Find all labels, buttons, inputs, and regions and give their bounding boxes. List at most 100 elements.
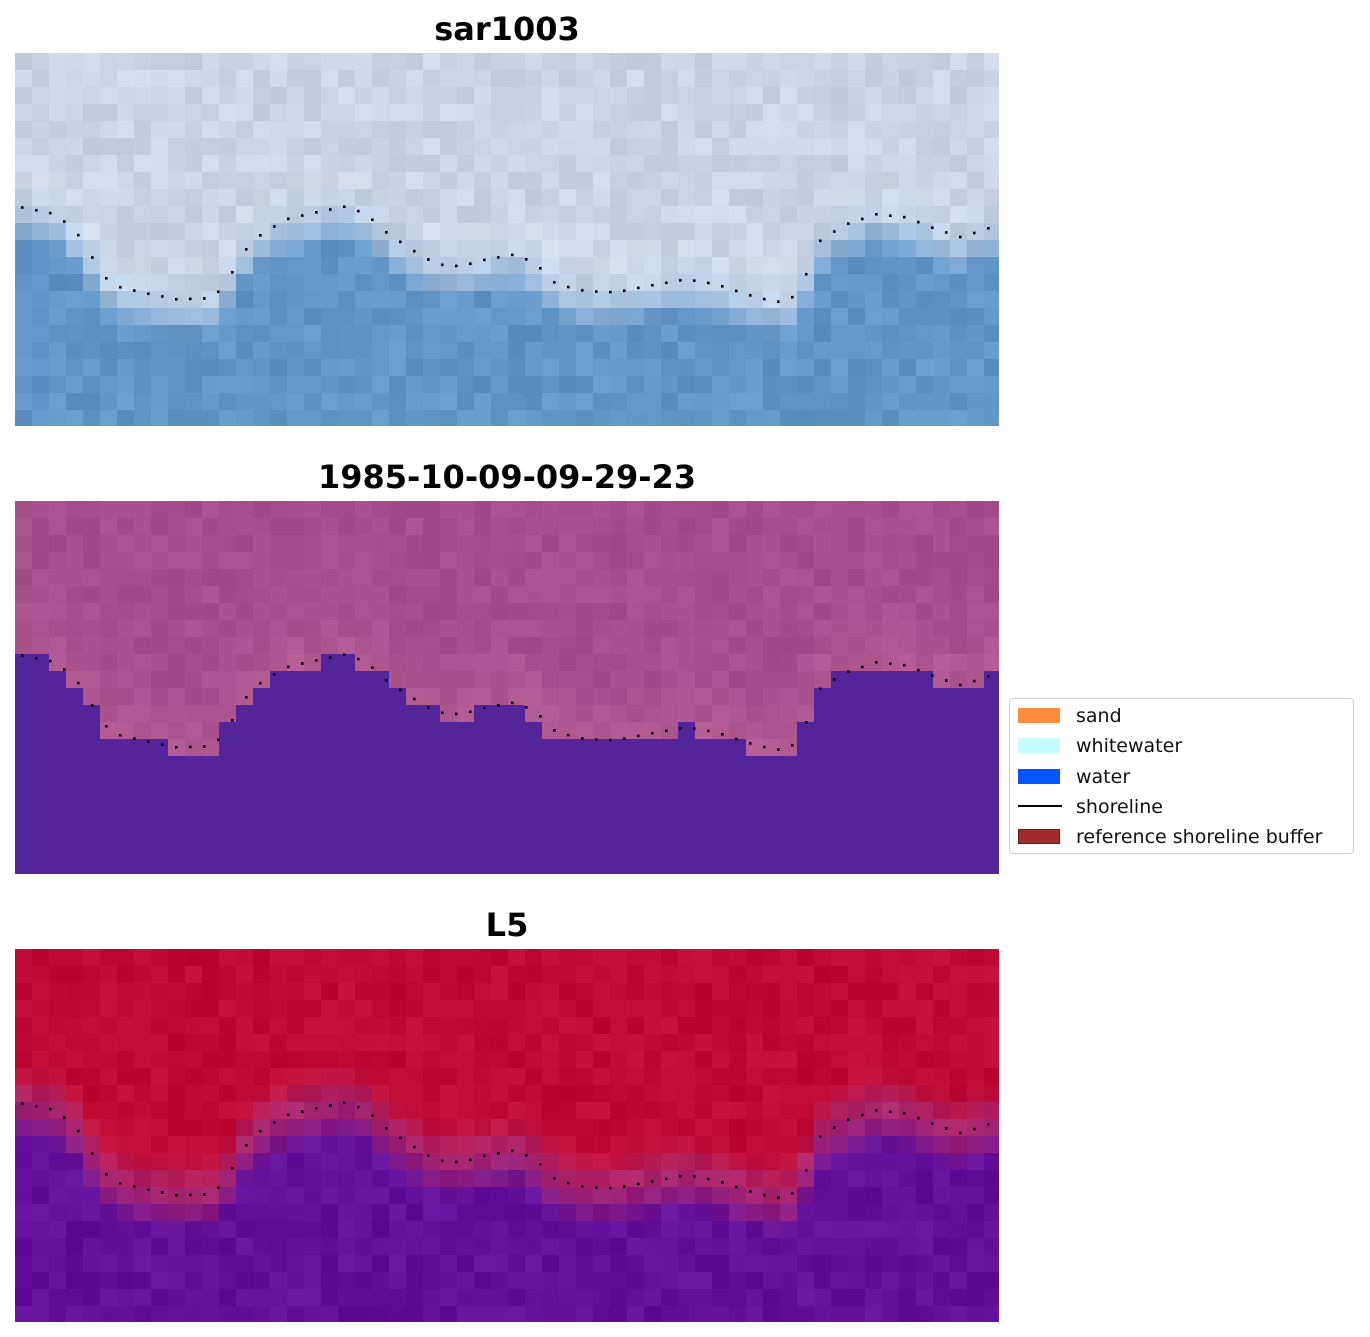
raster-pixel (15, 1255, 33, 1273)
shoreline-point (791, 743, 794, 747)
raster-pixel (49, 291, 67, 309)
raster-pixel (627, 1017, 645, 1035)
raster-pixel (933, 138, 951, 156)
raster-pixel (746, 1000, 764, 1018)
raster-pixel (440, 1000, 458, 1018)
raster-pixel (746, 824, 764, 842)
raster-pixel (15, 376, 33, 394)
raster-pixel (712, 138, 730, 156)
raster-pixel (423, 393, 441, 411)
raster-pixel (185, 393, 203, 411)
raster-pixel (950, 1051, 968, 1069)
raster-pixel (83, 637, 101, 655)
raster-pixel (287, 535, 305, 553)
shoreline-point (987, 1123, 990, 1126)
raster-pixel (287, 501, 305, 519)
raster-pixel (916, 790, 934, 808)
raster-pixel (219, 87, 237, 105)
raster-pixel (525, 1153, 543, 1171)
raster-pixel (576, 308, 594, 326)
raster-pixel (831, 518, 849, 536)
raster-pixel (134, 87, 152, 105)
raster-pixel (576, 206, 594, 224)
raster-pixel (202, 1272, 220, 1290)
raster-pixel (134, 858, 152, 874)
raster-pixel (15, 688, 33, 706)
raster-pixel (304, 637, 322, 655)
raster-pixel (287, 53, 305, 71)
raster-pixel (576, 1068, 594, 1086)
raster-pixel (831, 671, 849, 689)
raster-pixel (49, 586, 67, 604)
raster-pixel (882, 1187, 900, 1205)
raster-pixel (882, 773, 900, 791)
raster-pixel (270, 1119, 288, 1137)
raster-pixel (117, 1221, 135, 1239)
raster-pixel (950, 1034, 968, 1052)
raster-pixel (576, 189, 594, 207)
raster-pixel (270, 620, 288, 638)
raster-pixel (440, 240, 458, 258)
raster-pixel (644, 756, 662, 774)
raster-pixel (151, 756, 169, 774)
raster-pixel (491, 291, 509, 309)
raster-pixel (457, 1221, 475, 1239)
shoreline-point (553, 281, 556, 284)
raster-pixel (780, 858, 798, 874)
raster-pixel (32, 393, 50, 411)
raster-pixel (389, 1221, 407, 1239)
raster-pixel (882, 53, 900, 71)
raster-pixel (202, 223, 220, 241)
raster-pixel (406, 308, 424, 326)
raster-pixel (236, 790, 254, 808)
raster-pixel (100, 359, 118, 377)
raster-pixel (202, 1204, 220, 1222)
raster-pixel (202, 603, 220, 621)
raster-pixel (321, 172, 339, 190)
raster-pixel (15, 841, 33, 859)
raster-pixel (440, 620, 458, 638)
raster-pixel (117, 1136, 135, 1154)
shoreline-point (861, 1113, 864, 1117)
raster-pixel (457, 223, 475, 241)
raster-pixel (287, 722, 305, 740)
raster-pixel (797, 155, 815, 173)
raster-pixel (865, 138, 883, 156)
raster-pixel (372, 983, 390, 1001)
raster-pixel (270, 1272, 288, 1290)
raster-pixel (219, 552, 237, 570)
raster-pixel (202, 1170, 220, 1188)
raster-pixel (15, 552, 33, 570)
raster-pixel (236, 1034, 254, 1052)
raster-pixel (746, 1238, 764, 1256)
raster-pixel (610, 53, 628, 71)
raster-pixel (814, 189, 832, 207)
raster-pixel (610, 70, 628, 88)
legend-label-whitewater: whitewater (1076, 735, 1183, 757)
raster-pixel (508, 155, 526, 173)
raster-pixel (678, 1170, 696, 1188)
raster-pixel (865, 1204, 883, 1222)
raster-pixel (831, 1136, 849, 1154)
raster-pixel (882, 291, 900, 309)
shoreline-point (273, 225, 276, 228)
raster-pixel (406, 1017, 424, 1035)
raster-pixel (185, 858, 203, 874)
raster-pixel (678, 688, 696, 706)
raster-pixel (321, 1119, 339, 1137)
raster-pixel (202, 257, 220, 275)
raster-pixel (474, 722, 492, 740)
raster-pixel (168, 1170, 186, 1188)
raster-pixel (712, 739, 730, 757)
raster-pixel (814, 104, 832, 122)
raster-pixel (219, 1017, 237, 1035)
raster-pixel (15, 1306, 33, 1322)
raster-pixel (729, 325, 747, 343)
raster-pixel (542, 586, 560, 604)
raster-pixel (916, 1289, 934, 1307)
raster-pixel (882, 966, 900, 984)
raster-pixel (83, 966, 101, 984)
raster-pixel (746, 274, 764, 292)
raster-pixel (287, 603, 305, 621)
raster-pixel (321, 1289, 339, 1307)
